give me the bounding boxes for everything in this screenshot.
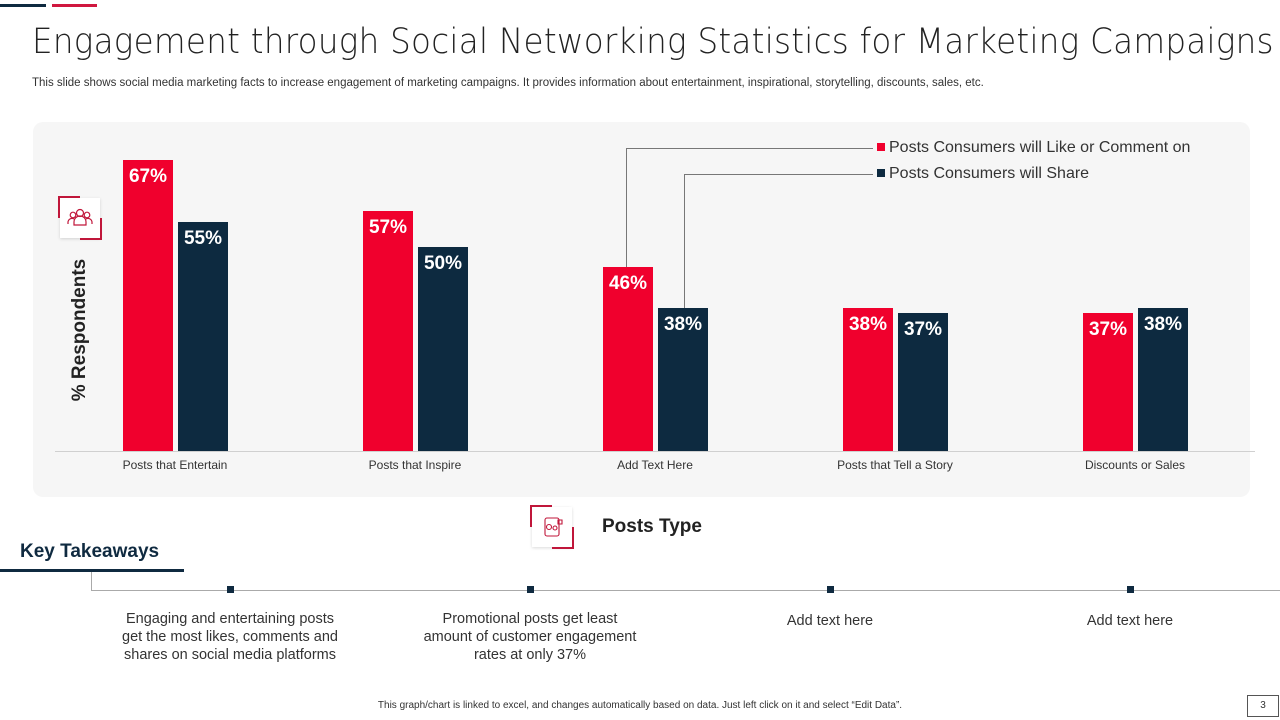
timeline-dot	[1127, 586, 1134, 593]
bar	[418, 247, 468, 451]
bar	[123, 160, 173, 451]
data-label: 46%	[608, 273, 648, 295]
legend-item-share: Posts Consumers will Share	[877, 165, 1089, 183]
legend-leader-1	[626, 148, 627, 267]
data-label: 57%	[368, 217, 408, 239]
legend-leader-1h	[626, 148, 873, 149]
data-label: 50%	[423, 253, 463, 274]
page-title: Engagement through Social Networking Sta…	[32, 22, 1274, 62]
category-label: Add Text Here	[617, 458, 693, 472]
category-label: Posts that Entertain	[122, 458, 228, 472]
legend-label: Posts Consumers will Share	[889, 165, 1090, 182]
key-takeaways-heading: Key Takeaways	[20, 541, 160, 562]
takeaway-3: Add text here	[786, 613, 874, 629]
data-label: 38%	[848, 314, 888, 336]
data-label: 37%	[1088, 319, 1128, 341]
timeline-dot	[827, 586, 834, 593]
y-axis-label: % Respondents	[69, 258, 90, 402]
page-subtitle: This slide shows social media marketing …	[32, 77, 984, 89]
legend-leader-2h	[684, 174, 873, 175]
category-label: Posts that Tell a Story	[837, 458, 953, 472]
data-label: 67%	[128, 166, 168, 188]
accent-line-red	[52, 4, 97, 7]
category-label: Discounts or Sales	[1084, 458, 1186, 472]
x-axis-label: Posts Type	[602, 516, 702, 537]
legend-item-like: Posts Consumers will Like or Comment on	[877, 139, 1190, 157]
bar	[603, 267, 653, 451]
data-label: 38%	[663, 314, 703, 336]
data-label: 55%	[183, 227, 223, 249]
timeline-dot	[527, 586, 534, 593]
x-axis-line	[55, 451, 1255, 452]
takeaway-1: Engaging and entertaining posts get the …	[122, 611, 338, 663]
bar	[843, 308, 893, 451]
data-label: 37%	[903, 319, 943, 341]
bar	[1138, 308, 1188, 451]
takeaways-underline	[0, 569, 184, 572]
legend-label: Posts Consumers will Like or Comment on	[889, 139, 1191, 156]
timeline-dot	[227, 586, 234, 593]
bar	[363, 211, 413, 451]
timeline-line	[91, 590, 1280, 591]
page-number: 3	[1247, 695, 1279, 717]
accent-line-navy	[0, 4, 46, 7]
takeaway-4: Add text here	[1086, 613, 1174, 629]
category-label: Posts that Inspire	[368, 458, 462, 472]
bar	[178, 221, 228, 451]
respondents-icon	[58, 196, 102, 240]
footer-note: This graph/chart is linked to excel, and…	[377, 700, 903, 711]
bar	[1083, 313, 1133, 451]
timeline-stem	[91, 572, 92, 590]
data-label: 38%	[1143, 314, 1183, 336]
takeaway-2: Promotional posts get least amount of cu…	[423, 611, 637, 663]
legend-leader-2	[684, 174, 685, 308]
bar	[898, 313, 948, 451]
posts-type-icon	[530, 505, 574, 549]
bar	[658, 308, 708, 451]
